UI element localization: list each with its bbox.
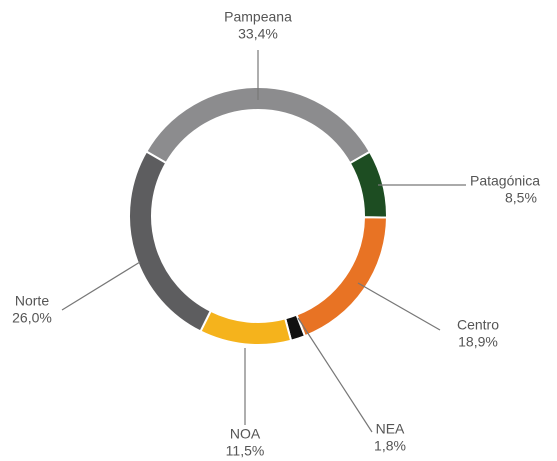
donut-segment xyxy=(295,216,389,338)
slice-value-label: 1,8% xyxy=(374,438,406,454)
slice-value-label: 11,5% xyxy=(226,443,265,459)
slice-label: Norte xyxy=(15,293,49,309)
slice-label: Centro xyxy=(457,317,499,333)
leader-line xyxy=(297,317,373,433)
leader-line xyxy=(61,261,141,311)
slice-value-label: 8,5% xyxy=(505,190,537,206)
slice-value-label: 26,0% xyxy=(12,310,52,326)
donut-segment xyxy=(128,150,213,333)
slice-value-label: 18,9% xyxy=(458,334,498,350)
leader-line xyxy=(357,282,441,331)
slice-label: NOA xyxy=(230,426,261,442)
donut-segment xyxy=(199,309,293,346)
slice-label: NEA xyxy=(376,421,405,437)
slice-label: Patagónica xyxy=(470,173,540,189)
slice-label: Pampeana xyxy=(224,9,292,25)
slice-value-label: 33,4% xyxy=(238,26,278,42)
